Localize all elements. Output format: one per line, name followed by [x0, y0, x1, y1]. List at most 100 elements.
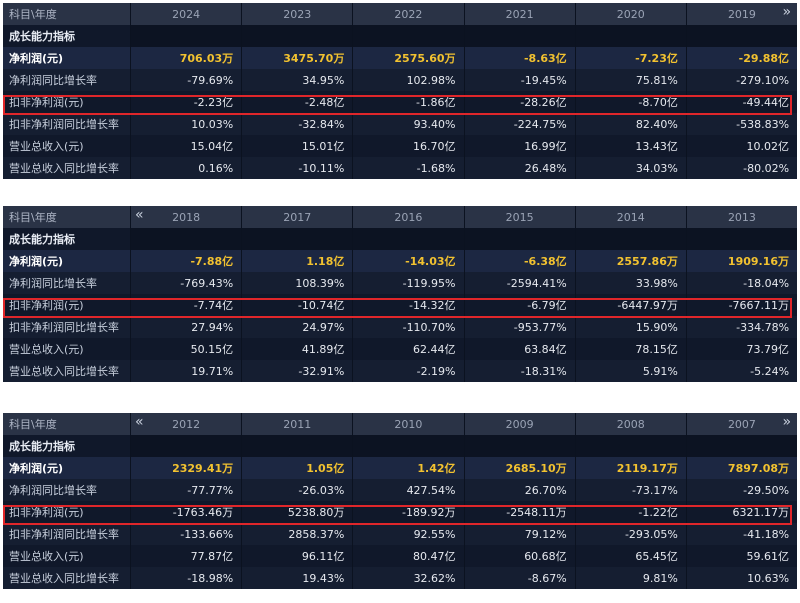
row-label: 扣非净利润(元) — [9, 506, 84, 519]
table-cell: 2557.86万 — [574, 250, 686, 272]
table-cell: -7.74亿 — [130, 294, 241, 316]
row-label: 营业总收入同比增长率 — [9, 572, 119, 585]
table-cell: -8.63亿 — [463, 47, 575, 69]
year-header-label: 2007 — [727, 417, 756, 431]
table-cell: 19.71% — [130, 360, 241, 382]
table-cell: 59.61亿 — [685, 545, 797, 567]
table-cell: 65.45亿 — [574, 545, 686, 567]
table-cell: 79.12% — [463, 523, 575, 545]
table-cell: -6447.97万 — [574, 294, 686, 316]
table-cell: -8.67% — [463, 567, 575, 589]
table-cell: 34.03% — [574, 157, 686, 179]
table-cell: 15.90% — [574, 316, 686, 338]
table-cell: 63.84亿 — [463, 338, 575, 360]
section-title: 成长能力指标 — [9, 440, 75, 453]
table-cell: 92.55% — [352, 523, 463, 545]
year-header: 2021 — [463, 3, 575, 25]
table-cell: 3475.70万 — [241, 47, 352, 69]
table-cell: 1909.16万 — [685, 250, 797, 272]
year-header: 2024 — [130, 3, 241, 25]
table-cell: 50.15亿 — [130, 338, 241, 360]
table-cell: -1.22亿 — [574, 501, 686, 523]
table-cell: -29.88亿 — [685, 47, 797, 69]
year-header: 2011 — [241, 413, 352, 435]
subject-year-header: 科目\年度 — [9, 211, 57, 224]
table-cell: 32.62% — [352, 567, 463, 589]
table-cell: -293.05% — [574, 523, 686, 545]
table-cell: 16.99亿 — [463, 135, 575, 157]
table-cell: -79.69% — [130, 69, 241, 91]
table-row: 扣非净利润同比增长率 10.03% -32.84% 93.40% -224.75… — [3, 113, 797, 135]
table-cell: -49.44亿 — [685, 91, 797, 113]
double-chevron-right-icon[interactable]: » — [782, 4, 792, 20]
table-cell: -10.11% — [241, 157, 352, 179]
year-header: 2013 — [685, 206, 797, 228]
row-label: 扣非净利润同比增长率 — [9, 118, 119, 131]
table-cell: 108.39% — [241, 272, 352, 294]
table-row: 营业总收入同比增长率 -18.98% 19.43% 32.62% -8.67% … — [3, 567, 797, 589]
year-header: 2019 » — [685, 3, 797, 25]
table-cell: 1.18亿 — [241, 250, 352, 272]
table-cell: -538.83% — [685, 113, 797, 135]
table-cell: 33.98% — [574, 272, 686, 294]
year-header: 2009 — [463, 413, 575, 435]
table-cell: -1763.46万 — [130, 501, 241, 523]
table-cell: -2.19% — [352, 360, 463, 382]
row-label: 营业总收入同比增长率 — [9, 162, 119, 175]
table-header-row: 科目\年度 « 2018 2017 2016 2015 2014 2013 — [3, 206, 797, 228]
table-cell: -41.18% — [685, 523, 797, 545]
table-cell: 2858.37% — [241, 523, 352, 545]
growth-table-2012-2007: 科目\年度 « 2012 2011 2010 2009 2008 2007 » 成长… — [3, 413, 798, 589]
table-cell: -2548.11万 — [463, 501, 575, 523]
section-title: 成长能力指标 — [9, 30, 75, 43]
year-header: 2016 — [352, 206, 463, 228]
table-cell: -2594.41% — [463, 272, 575, 294]
table-cell: -769.43% — [130, 272, 241, 294]
table-cell: -73.17% — [574, 479, 686, 501]
table-row: 净利润(元) -7.88亿 1.18亿 -14.03亿 -6.38亿 2557.… — [3, 250, 797, 272]
table-cell: 80.47亿 — [352, 545, 463, 567]
year-header-label: 2018 — [172, 210, 201, 224]
row-label: 营业总收入(元) — [9, 140, 84, 153]
table-cell: -6.79亿 — [463, 294, 575, 316]
year-header: 2017 — [241, 206, 352, 228]
table-cell: -6.38亿 — [463, 250, 575, 272]
double-chevron-right-icon[interactable]: » — [782, 414, 792, 430]
table-cell: 82.40% — [574, 113, 686, 135]
table-cell: -19.45% — [463, 69, 575, 91]
table-cell: 19.43% — [241, 567, 352, 589]
year-header: 2023 — [241, 3, 352, 25]
table-cell: -953.77% — [463, 316, 575, 338]
table-header-row: 科目\年度 « 2012 2011 2010 2009 2008 2007 » — [3, 413, 797, 435]
row-label: 净利润同比增长率 — [9, 74, 97, 87]
table-row-highlighted: 扣非净利润(元) -1763.46万 5238.80万 -189.92万 -25… — [3, 501, 797, 523]
growth-table-2024-2019: 科目\年度 2024 2023 2022 2021 2020 2019 » 成长能… — [3, 3, 798, 179]
year-header: 2007 » — [685, 413, 797, 435]
table-cell: -110.70% — [352, 316, 463, 338]
table-row: 净利润同比增长率 -77.77% -26.03% 427.54% 26.70% … — [3, 479, 797, 501]
table-cell: 10.63% — [685, 567, 797, 589]
double-chevron-left-icon[interactable]: « — [135, 414, 144, 430]
subject-year-header: 科目\年度 — [9, 8, 57, 21]
table-row: 营业总收入(元) 50.15亿 41.89亿 62.44亿 63.84亿 78.… — [3, 338, 797, 360]
table-cell: -32.84% — [241, 113, 352, 135]
table-cell: 2119.17万 — [574, 457, 686, 479]
table-row: 营业总收入(元) 15.04亿 15.01亿 16.70亿 16.99亿 13.… — [3, 135, 797, 157]
table-row: 净利润同比增长率 -769.43% 108.39% -119.95% -2594… — [3, 272, 797, 294]
table-cell: -7667.11万 — [685, 294, 797, 316]
table-cell: 75.81% — [574, 69, 686, 91]
table-cell: 26.70% — [463, 479, 575, 501]
table-cell: 34.95% — [241, 69, 352, 91]
table-row: 扣非净利润同比增长率 -133.66% 2858.37% 92.55% 79.1… — [3, 523, 797, 545]
table-cell: 7897.08万 — [685, 457, 797, 479]
table-cell: 1.05亿 — [241, 457, 352, 479]
table-cell: -2.23亿 — [130, 91, 241, 113]
double-chevron-left-icon[interactable]: « — [135, 207, 144, 223]
table-row: 净利润同比增长率 -79.69% 34.95% 102.98% -19.45% … — [3, 69, 797, 91]
table-cell: 2329.41万 — [130, 457, 241, 479]
table-cell: -10.74亿 — [241, 294, 352, 316]
table-row: 营业总收入(元) 77.87亿 96.11亿 80.47亿 60.68亿 65.… — [3, 545, 797, 567]
year-header: 2020 — [574, 3, 686, 25]
table-cell: -1.86亿 — [352, 91, 463, 113]
table-cell: 9.81% — [574, 567, 686, 589]
